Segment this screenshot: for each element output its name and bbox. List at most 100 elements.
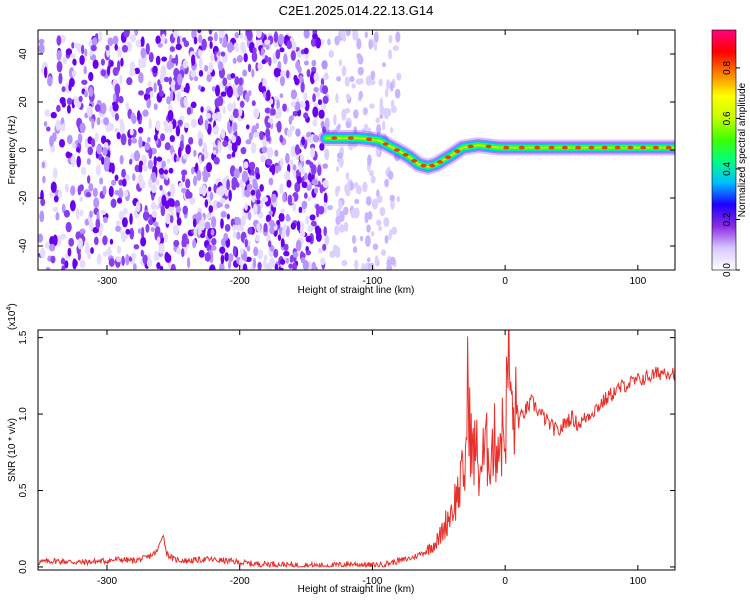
noise-speck <box>392 45 399 51</box>
noise-speck <box>66 134 73 145</box>
noise-speck <box>173 239 180 247</box>
noise-speck <box>209 191 214 201</box>
noise-speck <box>111 179 117 186</box>
noise-speck <box>138 163 143 173</box>
noise-speck <box>79 196 84 203</box>
noise-speck <box>63 209 70 218</box>
noise-speck <box>239 32 244 39</box>
noise-speck <box>50 255 56 264</box>
noise-speck <box>296 224 301 231</box>
noise-speck <box>148 147 153 160</box>
snr-series <box>38 330 675 569</box>
chart-title: C2E1.2025.014.22.13.G14 <box>279 3 434 18</box>
noise-speck <box>79 228 86 236</box>
noise-speck <box>204 199 209 208</box>
noise-speck <box>180 84 184 93</box>
noise-speck <box>385 79 391 90</box>
signal-peak <box>437 160 444 164</box>
snr-scale-prefix: (x10 <box>7 310 18 330</box>
noise-speck <box>186 107 192 116</box>
noise-speck <box>217 61 224 71</box>
noise-speck <box>266 158 273 166</box>
noise-speck <box>211 237 217 246</box>
snr-x-tick-label: -100 <box>362 576 382 587</box>
noise-speck <box>76 155 81 168</box>
noise-speck <box>298 206 303 214</box>
noise-speck <box>155 120 161 131</box>
noise-speck <box>198 69 204 77</box>
noise-speck <box>293 74 298 82</box>
noise-speck <box>321 60 328 70</box>
noise-speck <box>174 54 179 66</box>
noise-speck <box>209 264 216 270</box>
noise-speck <box>73 96 78 106</box>
noise-speck <box>100 69 107 77</box>
noise-speck <box>291 262 297 270</box>
noise-speck <box>244 238 248 248</box>
noise-speck <box>217 95 224 107</box>
noise-speck <box>311 66 317 72</box>
noise-speck <box>312 119 318 127</box>
noise-speck <box>137 228 142 234</box>
noise-speck <box>69 200 76 212</box>
noise-speck <box>122 207 128 216</box>
noise-speck <box>130 252 137 259</box>
noise-speck <box>66 97 73 105</box>
noise-speck <box>86 175 91 184</box>
noise-speck <box>59 139 66 148</box>
noise-speck <box>176 90 182 103</box>
noise-speck <box>333 114 337 126</box>
noise-speck <box>240 147 247 155</box>
noise-speck <box>174 82 180 91</box>
noise-speck <box>383 217 390 228</box>
noise-speck <box>217 141 222 154</box>
noise-speck <box>315 232 322 242</box>
noise-speck <box>70 185 76 196</box>
noise-speck <box>251 100 256 107</box>
noise-speck <box>240 215 247 227</box>
noise-speck <box>299 230 306 238</box>
noise-speck <box>46 126 51 132</box>
noise-speck <box>255 234 260 242</box>
noise-speck <box>91 118 95 130</box>
noise-speck <box>364 262 369 270</box>
noise-speck <box>237 84 244 96</box>
noise-speck <box>89 220 94 232</box>
noise-speck <box>158 168 165 175</box>
noise-speck <box>226 179 230 191</box>
noise-speck <box>232 245 237 257</box>
noise-speck <box>168 167 174 174</box>
signal-peak <box>665 145 672 150</box>
noise-speck <box>130 112 136 121</box>
noise-speck <box>370 175 376 184</box>
noise-speck <box>302 259 309 270</box>
noise-speck <box>212 126 219 135</box>
noise-speck <box>186 191 193 199</box>
noise-speck <box>121 44 129 53</box>
noise-speck <box>252 203 258 216</box>
noise-speck <box>276 107 282 119</box>
noise-speck <box>375 117 381 124</box>
noise-speck <box>368 170 374 177</box>
noise-speck <box>79 54 85 66</box>
noise-speck <box>150 226 155 233</box>
noise-speck <box>91 37 98 46</box>
noise-speck <box>301 136 305 146</box>
noise-speck <box>202 142 208 151</box>
noise-speck <box>381 62 386 68</box>
noise-speck <box>103 117 110 126</box>
noise-speck <box>138 118 142 125</box>
colorbar: 0.0 0.2 0.4 0.6 0.8 Normalized spectral ampl… <box>711 29 748 277</box>
noise-speck <box>273 225 278 231</box>
spectrogram-y-tick-label: -40 <box>18 238 29 253</box>
noise-speck <box>289 158 294 167</box>
noise-speck <box>218 185 225 197</box>
noise-speck <box>312 266 318 270</box>
noise-speck <box>345 93 351 100</box>
noise-speck <box>356 38 362 50</box>
spectrogram-y-tick-label: -20 <box>18 190 29 205</box>
noise-speck <box>239 224 244 232</box>
noise-speck <box>89 210 93 218</box>
noise-speck <box>336 76 342 82</box>
